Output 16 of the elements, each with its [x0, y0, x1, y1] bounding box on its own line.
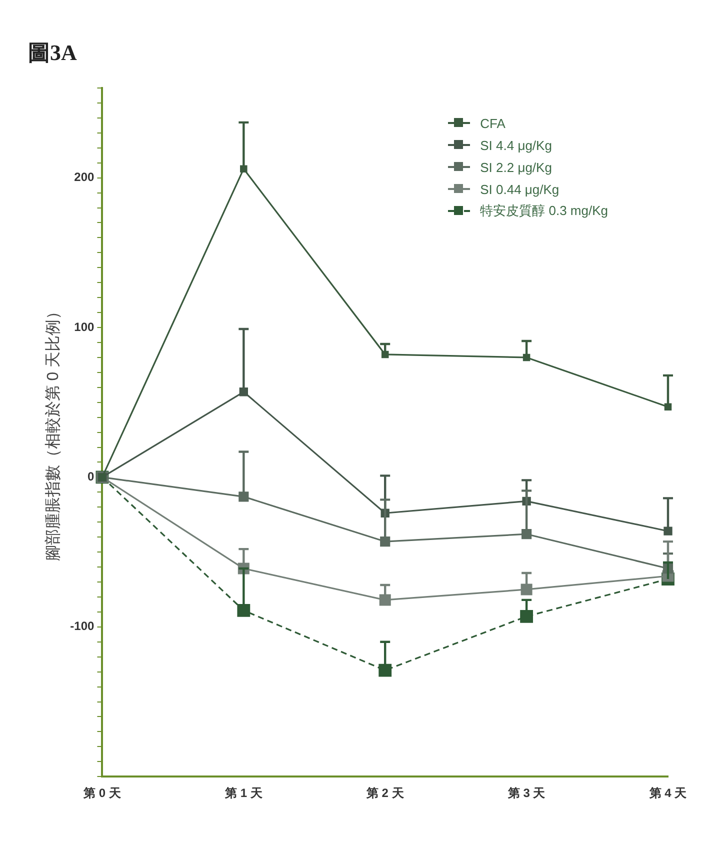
y-axis-title: 腳部腫脹指數（相較於第 0 天比例） [44, 303, 62, 562]
x-tick-label: 第 2 天 [365, 786, 405, 800]
x-tick-label: 第 4 天 [648, 786, 688, 800]
y-tick-label: -100 [70, 619, 95, 634]
x-tick-label: 第 3 天 [506, 786, 546, 800]
legend-label: CFA [480, 116, 506, 130]
legend-label: 特安皮質醇 0.3 mg/Kg [480, 202, 608, 220]
y-tick-label: 200 [74, 170, 95, 184]
x-tick-label: 第 0 天 [82, 786, 122, 800]
chart-title: 圖3A [28, 39, 77, 67]
x-tick-label: 第 1 天 [224, 786, 264, 800]
y-tick-label: 0 [88, 470, 95, 484]
legend-label: SI 4.4 μg/Kg [480, 138, 552, 152]
legend-label: SI 0.44 μg/Kg [480, 182, 560, 196]
legend-label: SI 2.2 μg/Kg [480, 160, 552, 174]
y-tick-label: 100 [74, 320, 95, 334]
